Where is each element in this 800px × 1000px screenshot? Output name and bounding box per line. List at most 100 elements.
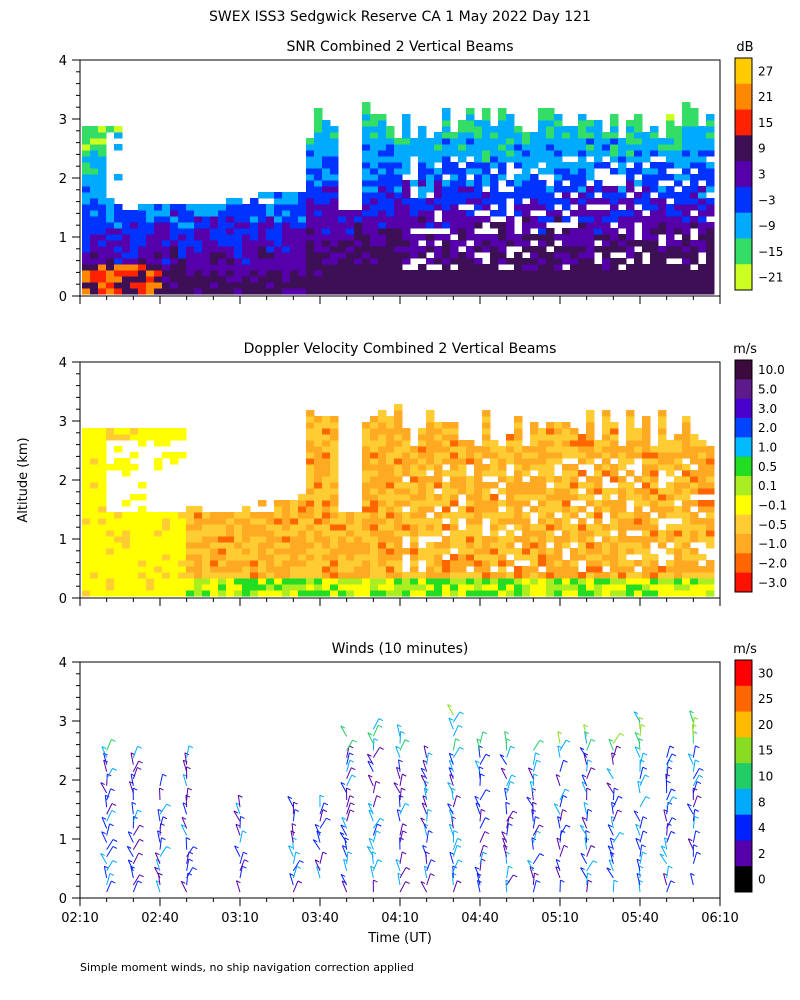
heatmap-cell [242, 518, 251, 525]
heatmap-cell [650, 204, 659, 211]
heatmap-cell [674, 216, 683, 223]
heatmap-cell [298, 204, 307, 211]
wind-barb [609, 852, 614, 864]
heatmap-cell [522, 590, 531, 597]
heatmap-cell [434, 198, 443, 205]
heatmap-cell [666, 572, 675, 579]
heatmap-cell [554, 488, 563, 495]
heatmap-cell [370, 458, 379, 465]
heatmap-cell [634, 560, 643, 567]
heatmap-cell [354, 584, 363, 591]
heatmap-cell [186, 210, 195, 217]
heatmap-cell [594, 132, 603, 139]
wind-barb-flag [668, 865, 673, 869]
heatmap-cell [210, 524, 219, 531]
heatmap-cell [538, 132, 547, 139]
heatmap-cell [706, 590, 715, 597]
wind-barb [422, 795, 428, 808]
wind-barb-flag [692, 787, 698, 791]
heatmap-cell [530, 488, 539, 495]
heatmap-cell [202, 264, 211, 271]
heatmap-cell [578, 222, 587, 229]
wind-barb [635, 838, 641, 850]
heatmap-cell [90, 470, 99, 477]
heatmap-cell [386, 216, 395, 223]
heatmap-cell [154, 234, 163, 241]
wind-barb [239, 852, 244, 864]
heatmap-cell [618, 270, 627, 277]
heatmap-cell [634, 216, 643, 223]
heatmap-cell [642, 156, 651, 163]
wind-barb-flag [162, 816, 168, 820]
heatmap-cell [706, 234, 715, 241]
heatmap-cell [250, 198, 259, 205]
heatmap-cell [626, 410, 635, 417]
heatmap-cell [322, 264, 331, 271]
heatmap-cell [330, 270, 339, 277]
wind-barb [449, 852, 454, 864]
heatmap-cell [450, 258, 459, 265]
heatmap-cell [138, 506, 147, 513]
heatmap-cell [122, 222, 131, 229]
heatmap-cell [402, 156, 411, 163]
heatmap-cell [466, 494, 475, 501]
heatmap-cell [82, 548, 91, 555]
heatmap-cell [530, 578, 539, 585]
heatmap-cell [82, 228, 91, 235]
heatmap-cell [266, 282, 275, 289]
heatmap-cell [650, 198, 659, 205]
heatmap-cell [506, 434, 515, 441]
heatmap-cell [410, 482, 419, 489]
heatmap-cell [610, 192, 619, 199]
wind-barb-flag [367, 753, 372, 757]
heatmap-cell [690, 180, 699, 187]
heatmap-cell [410, 144, 419, 151]
heatmap-cell [178, 270, 187, 277]
wind-barb-flag [100, 852, 105, 856]
heatmap-cell [162, 548, 171, 555]
heatmap-cell [498, 168, 507, 175]
heatmap-cell [570, 434, 579, 441]
wind-barb [186, 858, 190, 871]
wind-barb [292, 880, 299, 893]
heatmap-cell [258, 560, 267, 567]
heatmap-cell [266, 584, 275, 591]
heatmap-cell [234, 536, 243, 543]
heatmap-cell [682, 560, 691, 567]
heatmap-cell [586, 132, 595, 139]
wind-barb [291, 823, 294, 836]
heatmap-cell [346, 216, 355, 223]
heatmap-cell [706, 246, 715, 253]
heatmap-cell [250, 204, 259, 211]
wind-barb [532, 853, 541, 865]
heatmap-cell [234, 258, 243, 265]
heatmap-cell [202, 282, 211, 289]
heatmap-cell [498, 120, 507, 127]
heatmap-cell [554, 428, 563, 435]
heatmap-cell [378, 120, 387, 127]
heatmap-cell [634, 132, 643, 139]
heatmap-cell [210, 512, 219, 519]
heatmap-cell [458, 464, 467, 471]
heatmap-cell [546, 512, 555, 519]
heatmap-cell [122, 536, 131, 543]
heatmap-cell [90, 204, 99, 211]
heatmap-cell [130, 584, 139, 591]
heatmap-cell [186, 572, 195, 579]
heatmap-cell [538, 126, 547, 133]
heatmap-cell [362, 108, 371, 115]
heatmap-cell [298, 240, 307, 247]
wind-barb [559, 824, 567, 836]
heatmap-cell [578, 434, 587, 441]
wind-barb-flag [319, 794, 325, 798]
heatmap-cell [690, 174, 699, 181]
heatmap-cell [370, 524, 379, 531]
heatmap-cell [602, 264, 611, 271]
heatmap-cell [498, 132, 507, 139]
heatmap-cell [106, 252, 115, 259]
heatmap-cell [562, 258, 571, 265]
heatmap-cell [626, 204, 635, 211]
heatmap-cell [410, 524, 419, 531]
wind-barb [314, 859, 321, 872]
heatmap-cell [666, 228, 675, 235]
